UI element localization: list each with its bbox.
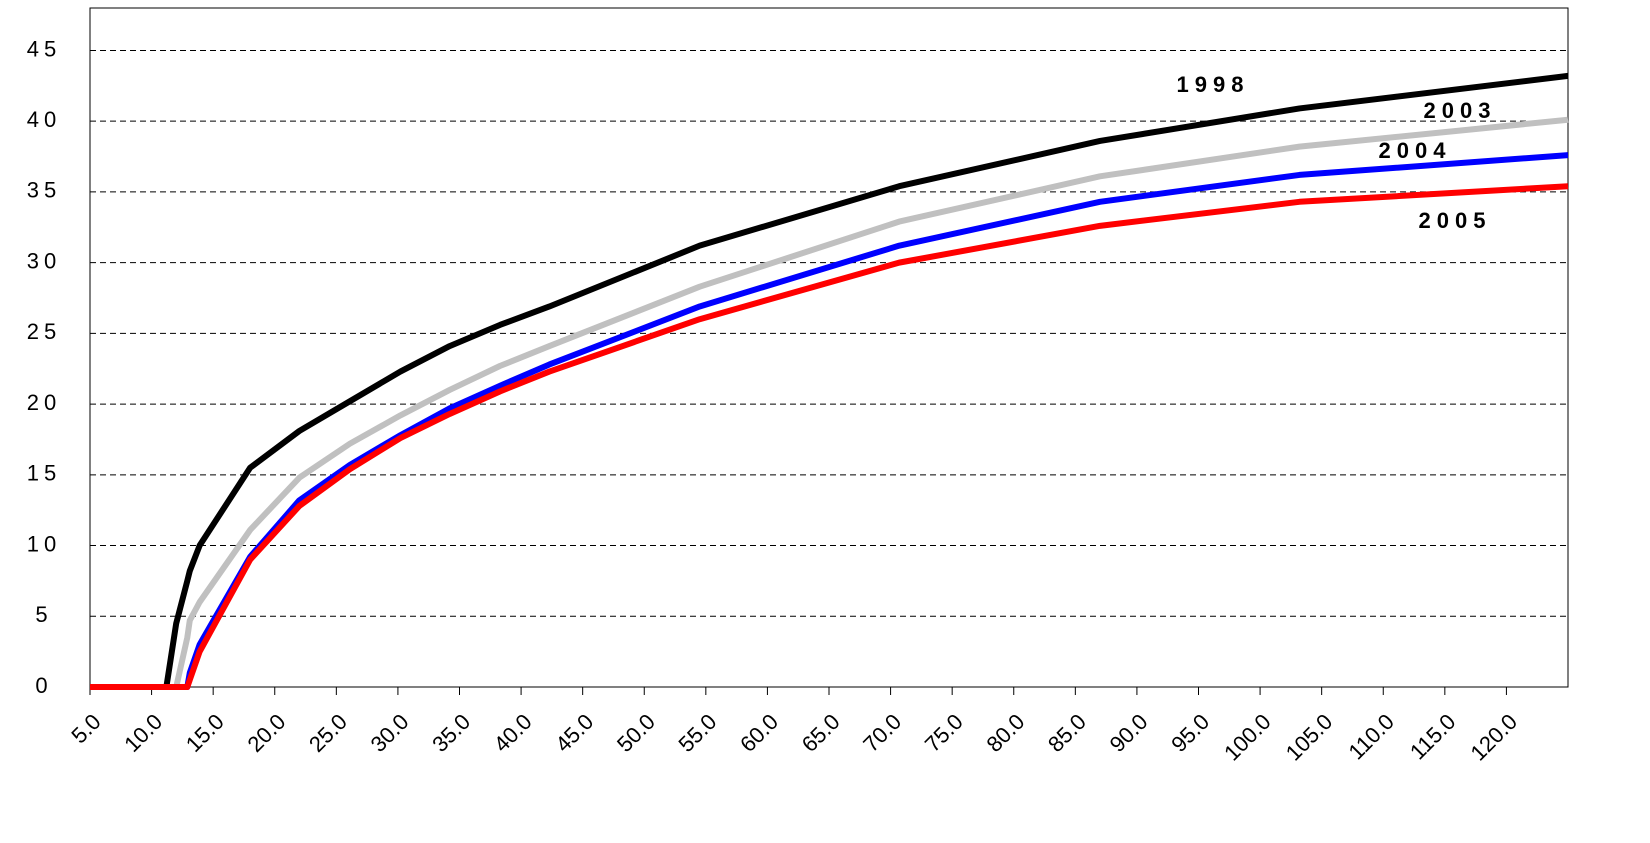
x-tick-label: 25.0 — [304, 709, 352, 757]
series-label: 2003 — [1424, 98, 1497, 123]
x-tick-label: 45.0 — [550, 709, 598, 757]
x-tick-label: 70.0 — [858, 709, 906, 757]
y-tick-label: 30 — [27, 248, 61, 273]
x-tick-label: 100.0 — [1219, 709, 1276, 766]
y-tick-label: 10 — [27, 531, 61, 556]
x-tick-label: 65.0 — [797, 709, 845, 757]
y-tick-label: 20 — [27, 390, 61, 415]
plot-area — [89, 7, 1569, 688]
x-tick-label: 110.0 — [1343, 709, 1398, 764]
x-tick-label: 85.0 — [1043, 709, 1091, 757]
y-tick-label: 0 — [35, 673, 52, 698]
x-tick-label: 60.0 — [735, 709, 783, 757]
series-line — [90, 116, 1569, 690]
x-tick-label: 80.0 — [981, 709, 1029, 757]
x-tick-label: 15.0 — [181, 709, 229, 757]
series-line — [90, 183, 1569, 690]
x-tick-label: 10.0 — [119, 709, 167, 757]
x-tick-label: 115.0 — [1405, 709, 1460, 764]
y-tick-label: 40 — [27, 107, 61, 132]
x-tick-label: 35.0 — [427, 709, 475, 757]
x-tick-label: 40.0 — [489, 709, 537, 757]
x-tick-label: 50.0 — [612, 709, 660, 757]
series-label: 1998 — [1177, 72, 1250, 97]
y-tick-label: 15 — [27, 461, 61, 486]
series-label: 2005 — [1419, 208, 1492, 233]
x-tick-label: 20.0 — [242, 709, 290, 757]
x-tick-label: 5.0 — [66, 709, 105, 748]
x-tick-label: 55.0 — [674, 709, 722, 757]
y-tick-label: 45 — [27, 36, 61, 61]
x-tick-label: 95.0 — [1166, 709, 1214, 757]
y-tick-label: 35 — [27, 178, 61, 203]
y-tick-label: 5 — [35, 602, 52, 627]
x-tick-label: 90.0 — [1105, 709, 1153, 757]
x-tick-label: 120.0 — [1465, 709, 1522, 766]
y-tick-label: 25 — [27, 319, 61, 344]
x-tick-label: 105.0 — [1281, 709, 1338, 766]
x-tick-label: 75.0 — [920, 709, 968, 757]
series-label: 2004 — [1379, 138, 1452, 163]
x-tick-label: 30.0 — [366, 709, 414, 757]
series-line — [90, 72, 1569, 690]
